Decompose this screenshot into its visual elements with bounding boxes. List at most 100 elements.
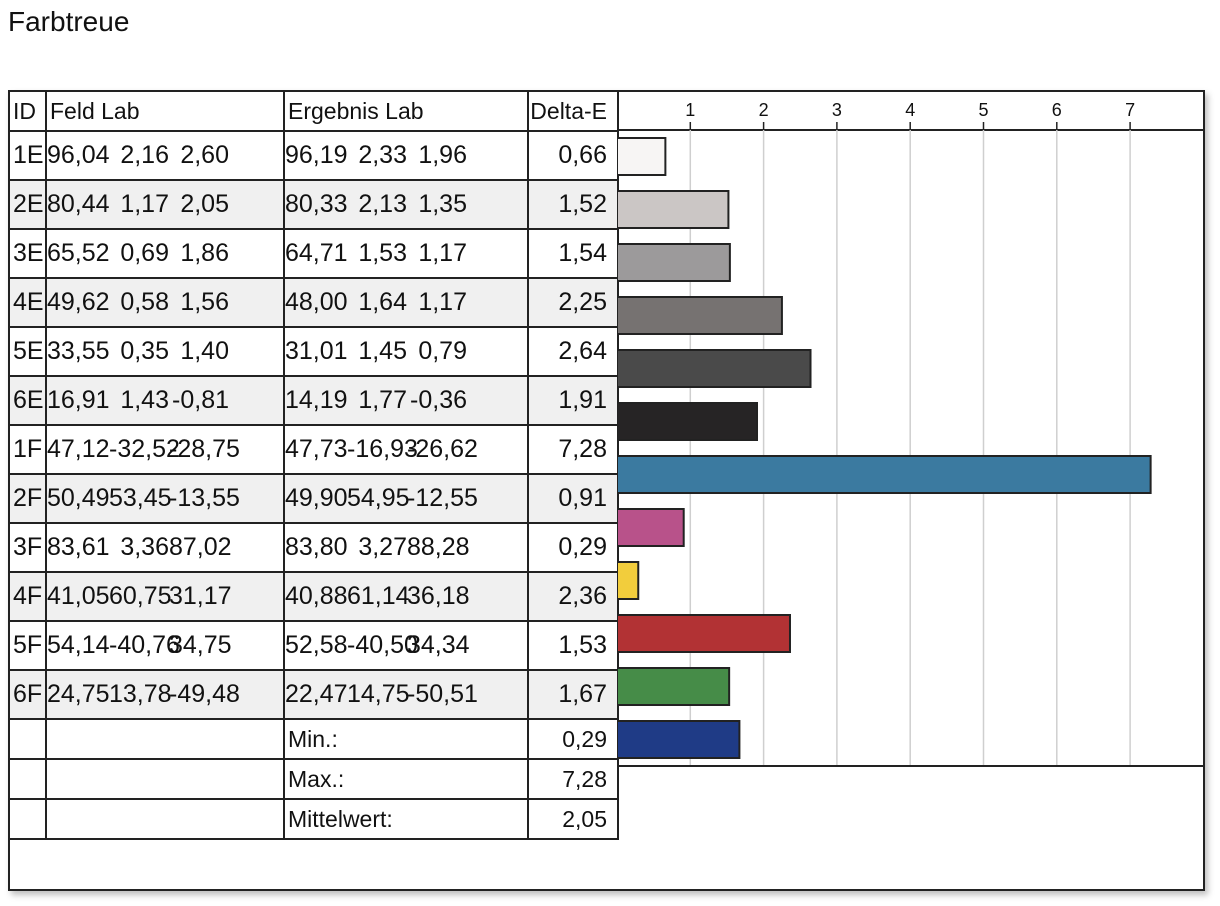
- feld-lab: 41,05 60,75 31,17: [45, 571, 285, 622]
- table-row: 3E 65,52 0,69 1,86 64,71 1,53 1,17 1,54: [8, 228, 619, 279]
- delta-e-value: 2,25: [527, 277, 619, 328]
- ergebnis-lab-value: -40,50: [347, 631, 418, 659]
- ergebnis-lab: 48,00 1,64 1,17: [283, 277, 529, 328]
- bar-2e: [617, 190, 730, 229]
- row-id: 3E: [8, 228, 47, 279]
- bar-3f: [617, 561, 640, 600]
- table-row: 6E 16,91 1,43 -0,81 14,19 1,77 -0,36 1,91: [8, 375, 619, 426]
- delta-e-value: 1,53: [527, 620, 619, 671]
- ergebnis-lab-value: 0,79: [418, 337, 467, 365]
- ergebnis-lab: 96,19 2,33 1,96: [283, 130, 529, 181]
- bar-1f: [617, 455, 1152, 494]
- feld-lab-value: 31,17: [169, 582, 232, 610]
- ergebnis-lab-value: 83,80: [285, 533, 348, 561]
- ergebnis-lab-value: 1,53: [358, 239, 407, 267]
- feld-lab-value: 60,75: [109, 582, 172, 610]
- ergebnis-lab: 64,71 1,53 1,17: [283, 228, 529, 279]
- feld-lab: 16,91 1,43 -0,81: [45, 375, 285, 426]
- tick-label: 7: [1125, 100, 1135, 120]
- feld-lab-value: 65,52: [47, 239, 110, 267]
- table-row: 1F 47,12 -32,52 -28,75 47,73 -16,93 -26,62 7,28: [8, 424, 619, 475]
- ergebnis-lab-value: 36,18: [407, 582, 470, 610]
- bar-5f: [617, 667, 731, 706]
- feld-lab-value: 1,86: [180, 239, 229, 267]
- feld-lab: 83,61 3,36 87,02: [45, 522, 285, 573]
- table-row: 1E 96,04 2,16 2,60 96,19 2,33 1,96 0,66: [8, 130, 619, 181]
- bar-3e: [617, 243, 731, 282]
- ergebnis-lab-value: 3,27: [358, 533, 407, 561]
- row-id: 6F: [8, 669, 47, 720]
- ergebnis-lab: 83,80 3,27 88,28: [283, 522, 529, 573]
- feld-lab-value: 1,17: [120, 190, 169, 218]
- ergebnis-lab-value: 2,13: [358, 190, 407, 218]
- ergebnis-lab-value: 40,88: [285, 582, 348, 610]
- empty-cell: [8, 798, 47, 840]
- ergebnis-lab-value: 1,96: [418, 141, 467, 169]
- feld-lab-value: 0,58: [120, 288, 169, 316]
- stat-row: Min.: 0,29: [8, 718, 619, 760]
- ergebnis-lab-value: -12,55: [407, 484, 478, 512]
- ergebnis-lab-value: 80,33: [285, 190, 348, 218]
- stat-row: Mittelwert: 2,05: [8, 798, 619, 840]
- empty-cell: [8, 718, 47, 760]
- feld-lab-value: 1,56: [180, 288, 229, 316]
- feld-lab-value: 1,43: [120, 386, 169, 414]
- table-row: 4E 49,62 0,58 1,56 48,00 1,64 1,17 2,25: [8, 277, 619, 328]
- table-row: 6F 24,75 13,78 -49,48 22,47 14,75 -50,51 1,67: [8, 669, 619, 720]
- header-feld-lab: Feld Lab: [45, 90, 285, 132]
- delta-e-value: 1,52: [527, 179, 619, 230]
- feld-lab-value: 50,49: [47, 484, 110, 512]
- ergebnis-lab-value: 64,71: [285, 239, 348, 267]
- bar-4e: [617, 296, 783, 335]
- ergebnis-lab-value: 88,28: [407, 533, 470, 561]
- ergebnis-lab-value: 1,77: [358, 386, 407, 414]
- row-id: 6E: [8, 375, 47, 426]
- stat-value: 7,28: [527, 758, 619, 800]
- row-id: 2F: [8, 473, 47, 524]
- ergebnis-lab-value: 1,64: [358, 288, 407, 316]
- row-id: 5F: [8, 620, 47, 671]
- empty-cell: [45, 758, 285, 800]
- stat-label: Min.:: [283, 718, 529, 760]
- feld-lab-value: -32,52: [109, 435, 180, 463]
- ergebnis-lab-value: -0,36: [410, 386, 467, 414]
- feld-lab-value: -40,76: [109, 631, 180, 659]
- delta-e-value: 0,66: [527, 130, 619, 181]
- tick-label: 2: [759, 100, 769, 120]
- feld-lab-value: -49,48: [169, 680, 240, 708]
- header-ergebnis-lab: Ergebnis Lab: [283, 90, 529, 132]
- feld-lab: 96,04 2,16 2,60: [45, 130, 285, 181]
- feld-lab-value: 0,35: [120, 337, 169, 365]
- feld-lab-value: 16,91: [47, 386, 110, 414]
- ergebnis-lab: 52,58 -40,50 34,34: [283, 620, 529, 671]
- stat-label: Max.:: [283, 758, 529, 800]
- table-row: 5E 33,55 0,35 1,40 31,01 1,45 0,79 2,64: [8, 326, 619, 377]
- ergebnis-lab-value: 49,90: [285, 484, 348, 512]
- feld-lab-value: 41,05: [47, 582, 110, 610]
- ergebnis-lab: 22,47 14,75 -50,51: [283, 669, 529, 720]
- ergebnis-lab-value: 47,73: [285, 435, 348, 463]
- empty-cell: [8, 758, 47, 800]
- feld-lab: 80,44 1,17 2,05: [45, 179, 285, 230]
- feld-lab-value: 13,78: [109, 680, 172, 708]
- feld-lab: 24,75 13,78 -49,48: [45, 669, 285, 720]
- ergebnis-lab-value: 14,19: [285, 386, 348, 414]
- feld-lab: 33,55 0,35 1,40: [45, 326, 285, 377]
- table-header-row: ID Feld Lab Ergebnis Lab Delta-E: [8, 90, 619, 132]
- ergebnis-lab-value: 1,17: [418, 288, 467, 316]
- row-id: 2E: [8, 179, 47, 230]
- stat-row: Max.: 7,28: [8, 758, 619, 800]
- bar-6e: [617, 402, 759, 441]
- delta-e-value: 1,67: [527, 669, 619, 720]
- bar-2f: [617, 508, 685, 547]
- ergebnis-lab-value: 1,17: [418, 239, 467, 267]
- ergebnis-lab-value: 31,01: [285, 337, 348, 365]
- row-id: 3F: [8, 522, 47, 573]
- table-row: 4F 41,05 60,75 31,17 40,88 61,14 36,18 2,36: [8, 571, 619, 622]
- ergebnis-lab-value: -26,62: [407, 435, 478, 463]
- feld-lab-value: -13,55: [169, 484, 240, 512]
- tick-label: 1: [685, 100, 695, 120]
- feld-lab-value: 0,69: [120, 239, 169, 267]
- feld-lab-value: 2,16: [120, 141, 169, 169]
- delta-e-value: 2,64: [527, 326, 619, 377]
